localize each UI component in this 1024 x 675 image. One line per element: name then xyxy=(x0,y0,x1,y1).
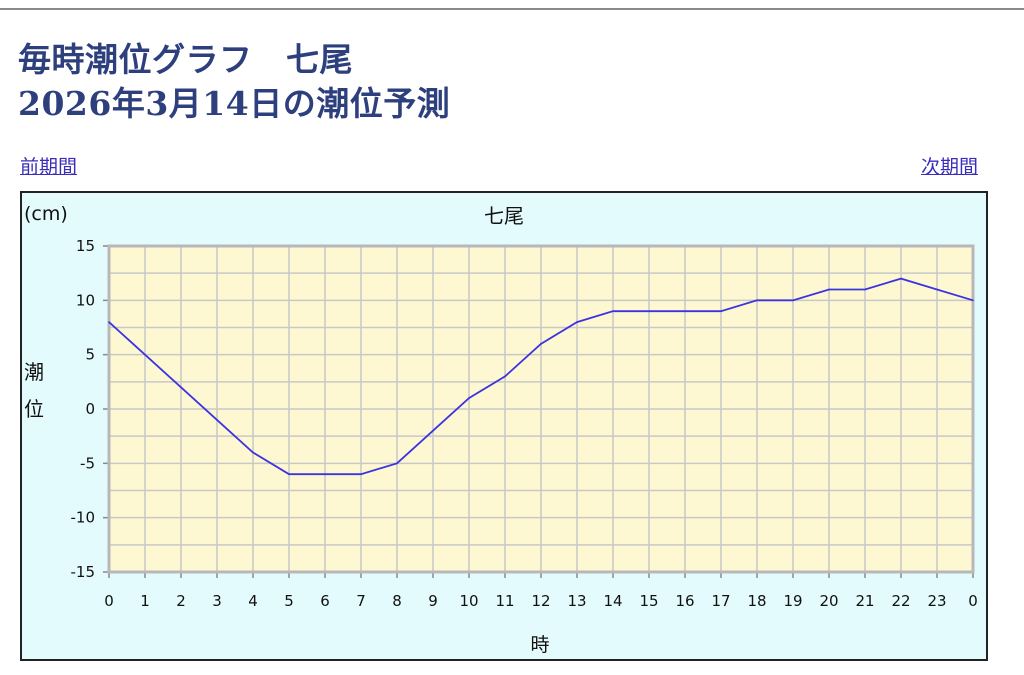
data-point xyxy=(144,353,146,356)
x-tick-label: 22 xyxy=(891,592,910,610)
next-period-link[interactable]: 次期間 xyxy=(920,156,978,178)
previous-period-link[interactable]: 前期間 xyxy=(20,156,78,178)
data-point xyxy=(900,277,902,280)
x-tick-label: 0 xyxy=(968,592,978,610)
tick-labels: 0 1 2 3 4 5 6 7 8 9 10 11 12 13 14 15 16 17 18 19 20 21 22 23 01… xyxy=(71,237,978,610)
x-axis-label: 時 xyxy=(530,634,549,656)
x-tick-label: 14 xyxy=(603,592,622,610)
y-tick-label: -5 xyxy=(80,454,95,472)
x-tick-label: 12 xyxy=(531,592,550,610)
x-tick-label: 18 xyxy=(747,592,766,610)
x-tick-label: 13 xyxy=(567,592,586,610)
data-point xyxy=(108,321,110,323)
data-point xyxy=(576,321,578,323)
grid-lines xyxy=(109,246,973,572)
x-tick-label: 21 xyxy=(855,592,874,610)
data-point xyxy=(864,288,866,291)
data-point xyxy=(396,462,398,465)
y-tick-label: 5 xyxy=(85,346,95,364)
data-point xyxy=(360,473,362,476)
x-tick-label: 2 xyxy=(176,592,186,610)
x-tick-label: 9 xyxy=(428,592,438,610)
x-tick-label: 16 xyxy=(675,592,694,610)
x-tick-label: 7 xyxy=(356,592,366,610)
x-tick-label: 1 xyxy=(140,592,150,610)
data-point xyxy=(324,473,326,476)
x-tick-label: 19 xyxy=(783,592,802,610)
data-point xyxy=(792,299,794,302)
data-point xyxy=(936,288,938,291)
x-tick-label: 11 xyxy=(495,592,514,610)
y-tick-label: 15 xyxy=(76,237,95,255)
data-point xyxy=(720,310,722,312)
x-tick-label: 15 xyxy=(639,592,658,610)
x-tick-label: 23 xyxy=(927,592,946,610)
x-tick-label: 3 xyxy=(212,592,222,610)
data-point xyxy=(648,310,650,312)
y-tick-label: 0 xyxy=(85,400,95,418)
plot-frame xyxy=(107,244,975,574)
y-axis-label-char: 位 xyxy=(24,397,44,421)
tide-chart: 0 1 2 3 4 5 6 7 8 9 10 11 12 13 14 15 16 17 18 19 20 21 22 23 0 1… xyxy=(20,191,988,661)
data-point xyxy=(756,299,758,302)
data-point xyxy=(288,473,290,476)
data-point xyxy=(540,343,542,345)
data-point xyxy=(216,419,218,421)
data-point xyxy=(432,429,434,432)
data-point xyxy=(252,451,254,454)
x-tick-label: 4 xyxy=(248,592,258,610)
data-point xyxy=(468,397,470,399)
series-layer xyxy=(108,277,974,476)
tide-chart-svg: 0 1 2 3 4 5 6 7 8 9 10 11 12 13 14 15 16 17 18 19 20 21 22 23 01… xyxy=(24,203,978,656)
page-title-line2: 2026年3月14日の潮位予測 xyxy=(18,84,451,123)
y-tick-label: 10 xyxy=(76,291,95,309)
data-point xyxy=(612,310,614,312)
data-point xyxy=(972,299,974,302)
page-title: 毎時潮位グラフ 七尾 2026年3月14日の潮位予測 xyxy=(18,38,450,126)
x-tick-label: 20 xyxy=(819,592,838,610)
page-title-line1: 毎時潮位グラフ 七尾 xyxy=(18,40,353,79)
x-tick-label: 10 xyxy=(459,592,478,610)
y-axis-label-char: 潮 xyxy=(24,360,44,384)
data-point xyxy=(684,310,686,312)
axes xyxy=(103,244,975,578)
x-tick-label: 5 xyxy=(284,592,294,610)
x-tick-label: 17 xyxy=(711,592,730,610)
top-rule xyxy=(0,8,1024,10)
x-tick-label: 6 xyxy=(320,592,330,610)
data-point xyxy=(180,386,182,389)
data-point xyxy=(504,375,506,378)
x-tick-label: 0 xyxy=(104,592,114,610)
x-tick-label: 8 xyxy=(392,592,402,610)
unit-label: (cm) xyxy=(24,203,68,225)
chart-title: 七尾 xyxy=(484,204,524,228)
data-point xyxy=(828,288,830,291)
y-tick-label: -15 xyxy=(71,563,96,581)
y-tick-label: -10 xyxy=(71,509,96,527)
y-axis-label: 潮位 xyxy=(24,360,44,421)
